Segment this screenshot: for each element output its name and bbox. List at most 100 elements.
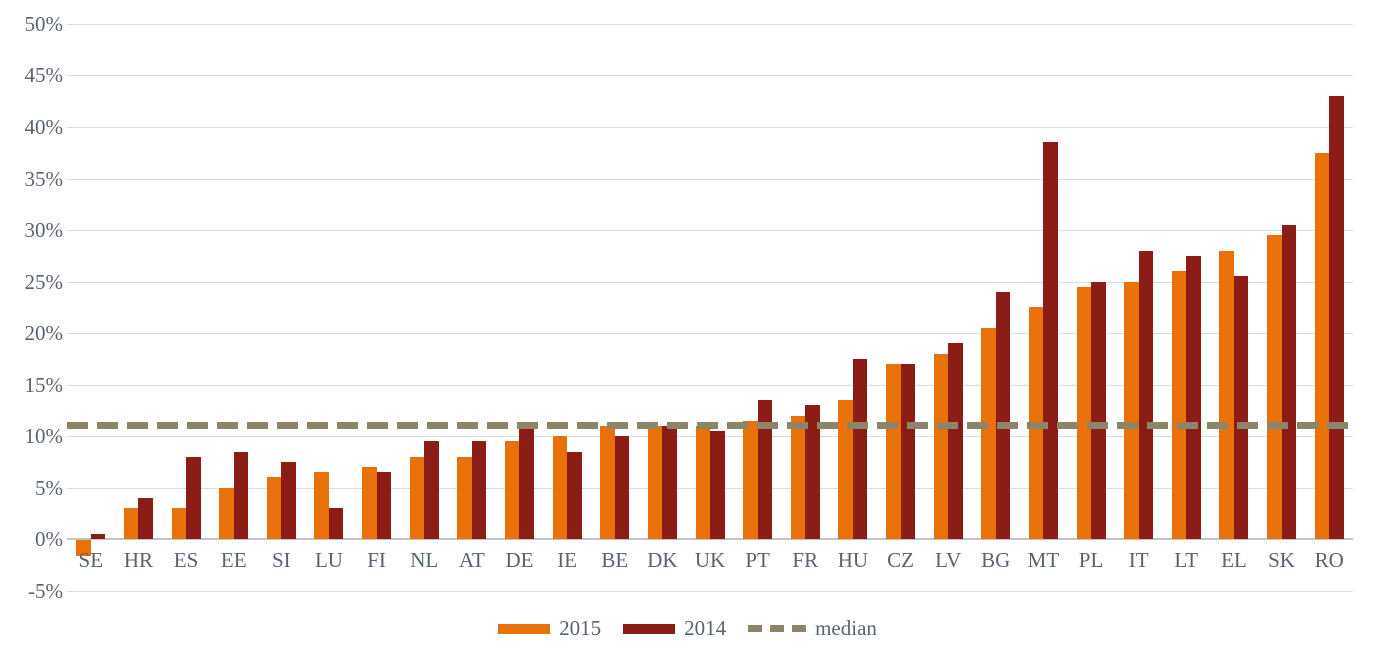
x-axis-label-SI: SI (271, 548, 291, 572)
bar-2015-BE (600, 425, 615, 540)
legend-label: 2014 (684, 616, 727, 640)
x-axis-label-LU: LU (314, 548, 343, 572)
bar-2014-RO (1329, 96, 1344, 540)
x-axis-label-FR: FR (792, 548, 819, 572)
bar-2014-LT (1186, 255, 1201, 540)
bar-2014-BG (995, 291, 1011, 540)
y-axis-tick-label: 40% (24, 114, 64, 139)
x-axis-label-FI: FI (367, 548, 386, 572)
y-axis-tick-label: 0% (35, 527, 63, 552)
bar-2015-SK (1267, 235, 1282, 540)
bar-2015-UK (695, 425, 710, 540)
x-axis-label-HU: HU (837, 548, 869, 572)
x-axis-label-EL: EL (1221, 548, 1247, 572)
x-axis-label-CZ: CZ (887, 548, 914, 572)
bar-2015-LU (314, 472, 329, 540)
bar-2014-SI (281, 461, 296, 540)
bar-2014-DK (662, 425, 677, 540)
gridline-40% (67, 126, 1353, 128)
bar-2014-PT (757, 400, 773, 540)
legend-item-2014: 2014 (623, 616, 726, 641)
x-axis-label-AT: AT (459, 548, 485, 572)
bar-2015-FR (790, 415, 806, 540)
gridline-50% (67, 23, 1353, 25)
y-axis-tick-label: 25% (24, 269, 64, 294)
legend-item-2015: 2015 (498, 616, 601, 641)
bar-2015-HR (123, 508, 139, 540)
legend-label: median (815, 616, 877, 640)
bar-2015-SI (266, 477, 282, 540)
x-axis-label-LV: LV (935, 548, 962, 572)
bar-2015-BG (981, 327, 996, 540)
x-axis-label-PT: PT (745, 548, 770, 572)
x-axis-label-PL: PL (1078, 548, 1104, 572)
bar-2014-NL (424, 441, 439, 540)
x-axis-label-DE: DE (505, 548, 534, 572)
bar-2014-EE (233, 451, 249, 540)
bar-2015-LT (1171, 271, 1187, 540)
bar-2014-BE (614, 436, 630, 540)
x-axis-label-BE: BE (601, 548, 629, 572)
gridline-30% (67, 230, 1353, 232)
bar-2014-LV (948, 343, 963, 540)
bar-2014-AT (471, 441, 487, 540)
bar-2015-SE (76, 540, 91, 556)
x-axis-label-ES: ES (173, 548, 199, 572)
x-axis-label-LT: LT (1174, 548, 1199, 572)
gridline-45% (67, 75, 1353, 77)
bar-2014-EL (1233, 276, 1249, 540)
bar-2015-HU (838, 400, 853, 540)
bar-2015-PT (743, 420, 758, 540)
x-axis-label-EE: EE (220, 548, 247, 572)
bar-2015-NL (409, 456, 425, 540)
bar-2015-EE (219, 487, 234, 540)
x-axis-label-SK: SK (1268, 548, 1295, 572)
gridline-25% (67, 281, 1353, 283)
bar-2014-MT (1043, 142, 1058, 540)
gridline-20% (67, 333, 1353, 335)
legend: 2015 2014 median (0, 616, 1375, 641)
y-axis-tick-label: 10% (24, 424, 64, 449)
y-axis-tick-label: 15% (24, 372, 64, 397)
y-axis-tick-label: 30% (24, 218, 64, 243)
bar-2014-SK (1281, 224, 1297, 540)
bar-2014-HR (138, 498, 153, 540)
bar-2014-HU (852, 358, 868, 540)
bar-2014-IT (1138, 250, 1154, 540)
bar-2015-LV (933, 353, 949, 540)
legend-swatch-2014 (623, 623, 676, 634)
legend-label: 2015 (559, 616, 602, 640)
bar-2014-UK (710, 431, 725, 540)
y-axis-tick-label: 5% (35, 475, 63, 500)
y-axis-tick-label: 50% (24, 11, 64, 36)
x-axis-label-NL: NL (410, 548, 439, 572)
bar-2015-ES (171, 508, 187, 540)
x-axis-label-IE: IE (557, 548, 578, 572)
bar-2014-PL (1091, 281, 1106, 540)
gridline-15% (67, 384, 1353, 386)
y-axis-tick-label: 45% (24, 63, 64, 88)
bar-2015-CZ (886, 364, 901, 540)
bar-2015-DE (504, 441, 520, 540)
x-axis-label-RO: RO (1314, 548, 1344, 572)
y-axis-tick-label: -5% (28, 578, 63, 603)
bar-2014-DE (519, 425, 534, 540)
bar-2015-PL (1076, 286, 1092, 540)
gridline-0% (67, 538, 1353, 541)
bar-2014-SE (90, 534, 106, 540)
bar-2014-ES (186, 456, 201, 540)
x-axis-label-SE: SE (78, 548, 104, 572)
y-axis-tick-label: 20% (24, 321, 64, 346)
x-axis-label-HR: HR (123, 548, 154, 572)
bar-2014-IE (567, 451, 582, 540)
bar-2015-DK (647, 425, 663, 540)
bar-2014-LU (328, 508, 344, 540)
x-axis-label-UK: UK (694, 548, 726, 572)
bar-2014-FI (376, 472, 392, 540)
x-axis-label-IT: IT (1128, 548, 1149, 572)
bar-2015-AT (457, 456, 472, 540)
bar-2015-IE (552, 436, 568, 540)
median-line (67, 422, 1353, 430)
legend-swatch-median (748, 625, 807, 632)
y-axis-tick-label: 35% (24, 166, 64, 191)
